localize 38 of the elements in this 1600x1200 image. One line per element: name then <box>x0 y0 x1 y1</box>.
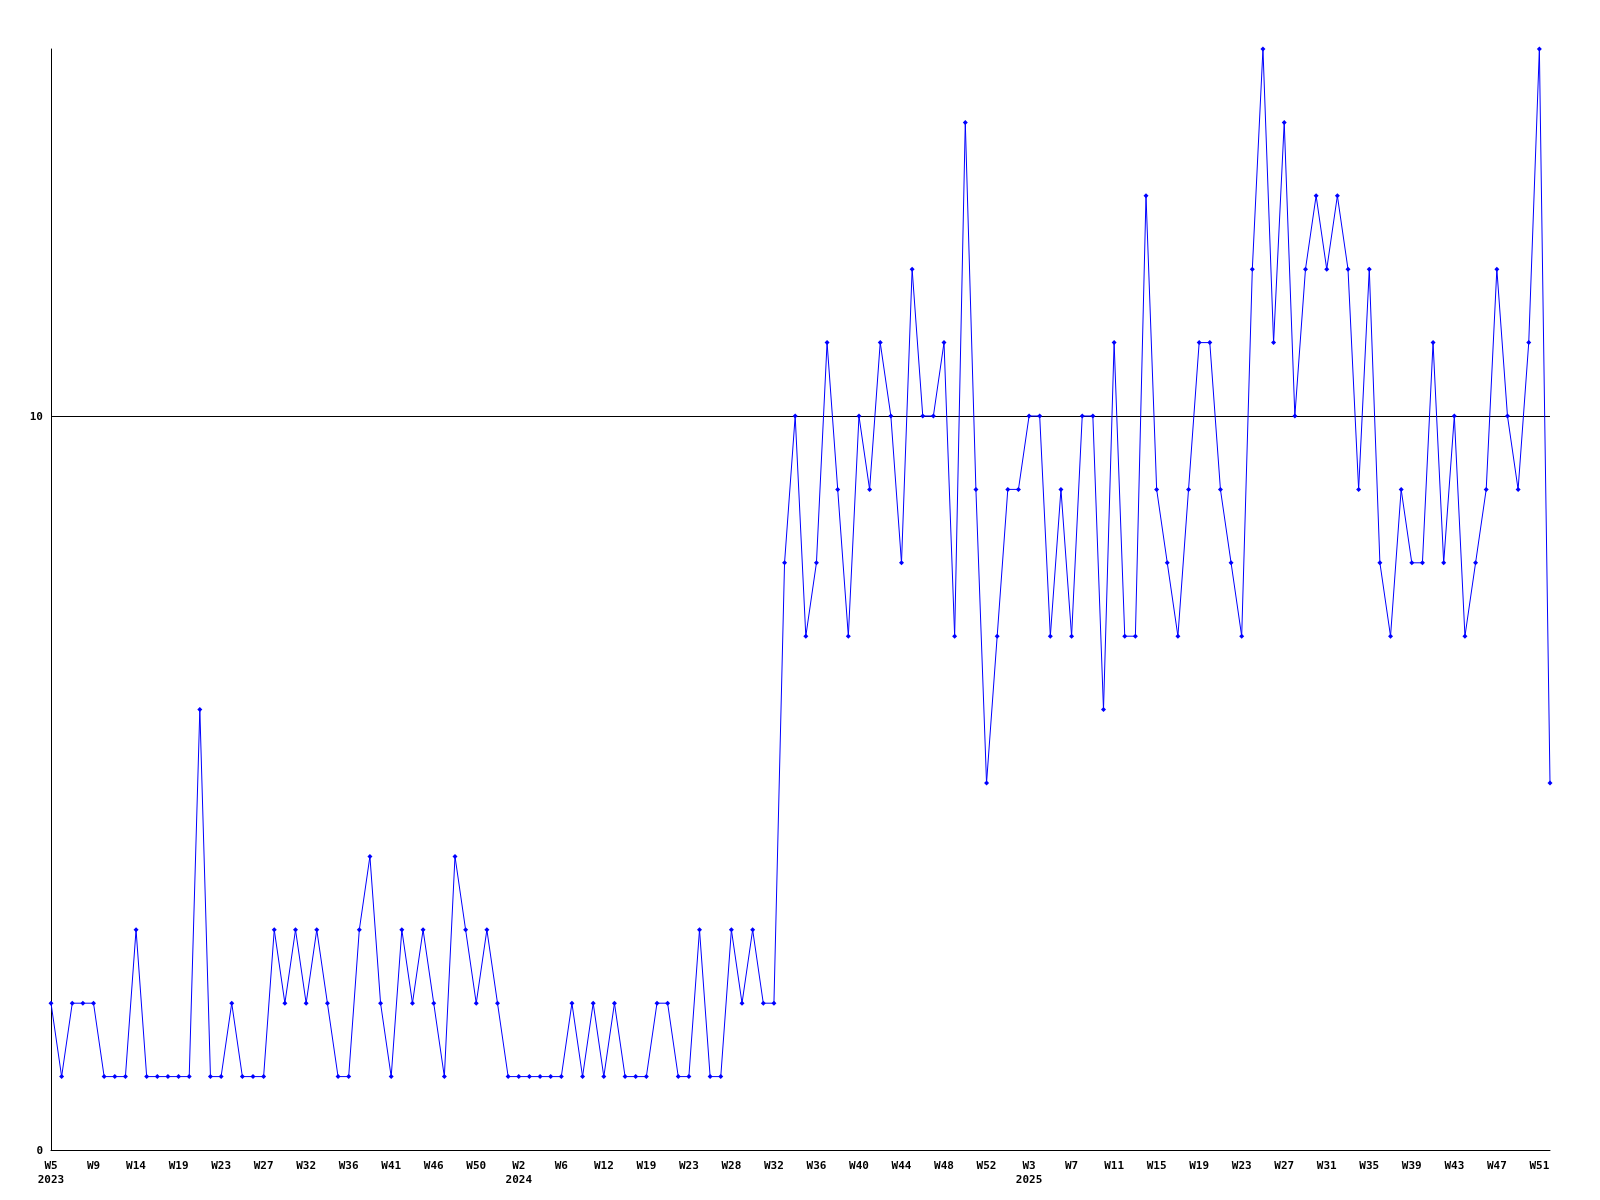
x-tick-label: W19 <box>636 1158 657 1172</box>
x-tick-label: W52 <box>976 1158 997 1172</box>
x-tick-label: W9 <box>86 1158 101 1172</box>
x-tick-label: W23 <box>678 1158 699 1172</box>
x-tick-label: W11 <box>1104 1158 1125 1172</box>
x-tick-label: W5 2023 <box>37 1158 65 1186</box>
x-tick-label: W14 <box>126 1158 147 1172</box>
x-tick-label: W12 <box>593 1158 614 1172</box>
x-tick-label: W27 <box>253 1158 274 1172</box>
x-tick-label: W23 <box>1231 1158 1252 1172</box>
x-tick-label: W36 <box>338 1158 359 1172</box>
x-tick-label: W48 <box>934 1158 954 1172</box>
x-tick-label: W36 <box>806 1158 827 1172</box>
x-tick-label: W32 <box>763 1158 784 1172</box>
y-tick-label: 10 <box>29 409 43 423</box>
x-tick-label: W41 <box>381 1158 402 1172</box>
x-tick-label: W44 <box>891 1158 912 1172</box>
x-tick-label: W51 <box>1529 1158 1550 1172</box>
x-tick-label: W50 <box>466 1158 487 1172</box>
x-tick-label: W19 <box>1189 1158 1210 1172</box>
x-tick-label: W47 <box>1486 1158 1507 1172</box>
x-tick-label: W28 <box>721 1158 742 1172</box>
x-tick-label: W27 <box>1274 1158 1295 1172</box>
x-tick-label: W6 <box>554 1158 569 1172</box>
x-tick-label: W2 2024 <box>505 1158 533 1186</box>
x-tick-label: W23 <box>211 1158 232 1172</box>
x-tick-label: W3 2025 <box>1015 1158 1043 1186</box>
x-tick-label: W39 <box>1401 1158 1422 1172</box>
x-tick-label: W7 <box>1064 1158 1079 1172</box>
x-tick-label: W35 <box>1359 1158 1380 1172</box>
y-tick-label: 0 <box>36 1143 43 1157</box>
x-tick-label: W19 <box>168 1158 189 1172</box>
x-tick-label: W15 <box>1146 1158 1167 1172</box>
x-tick-label: W43 <box>1444 1158 1465 1172</box>
x-tick-label: W40 <box>849 1158 869 1172</box>
x-tick-label: W32 <box>296 1158 317 1172</box>
x-tick-label: W31 <box>1316 1158 1338 1172</box>
x-tick-label: W46 <box>423 1158 445 1172</box>
